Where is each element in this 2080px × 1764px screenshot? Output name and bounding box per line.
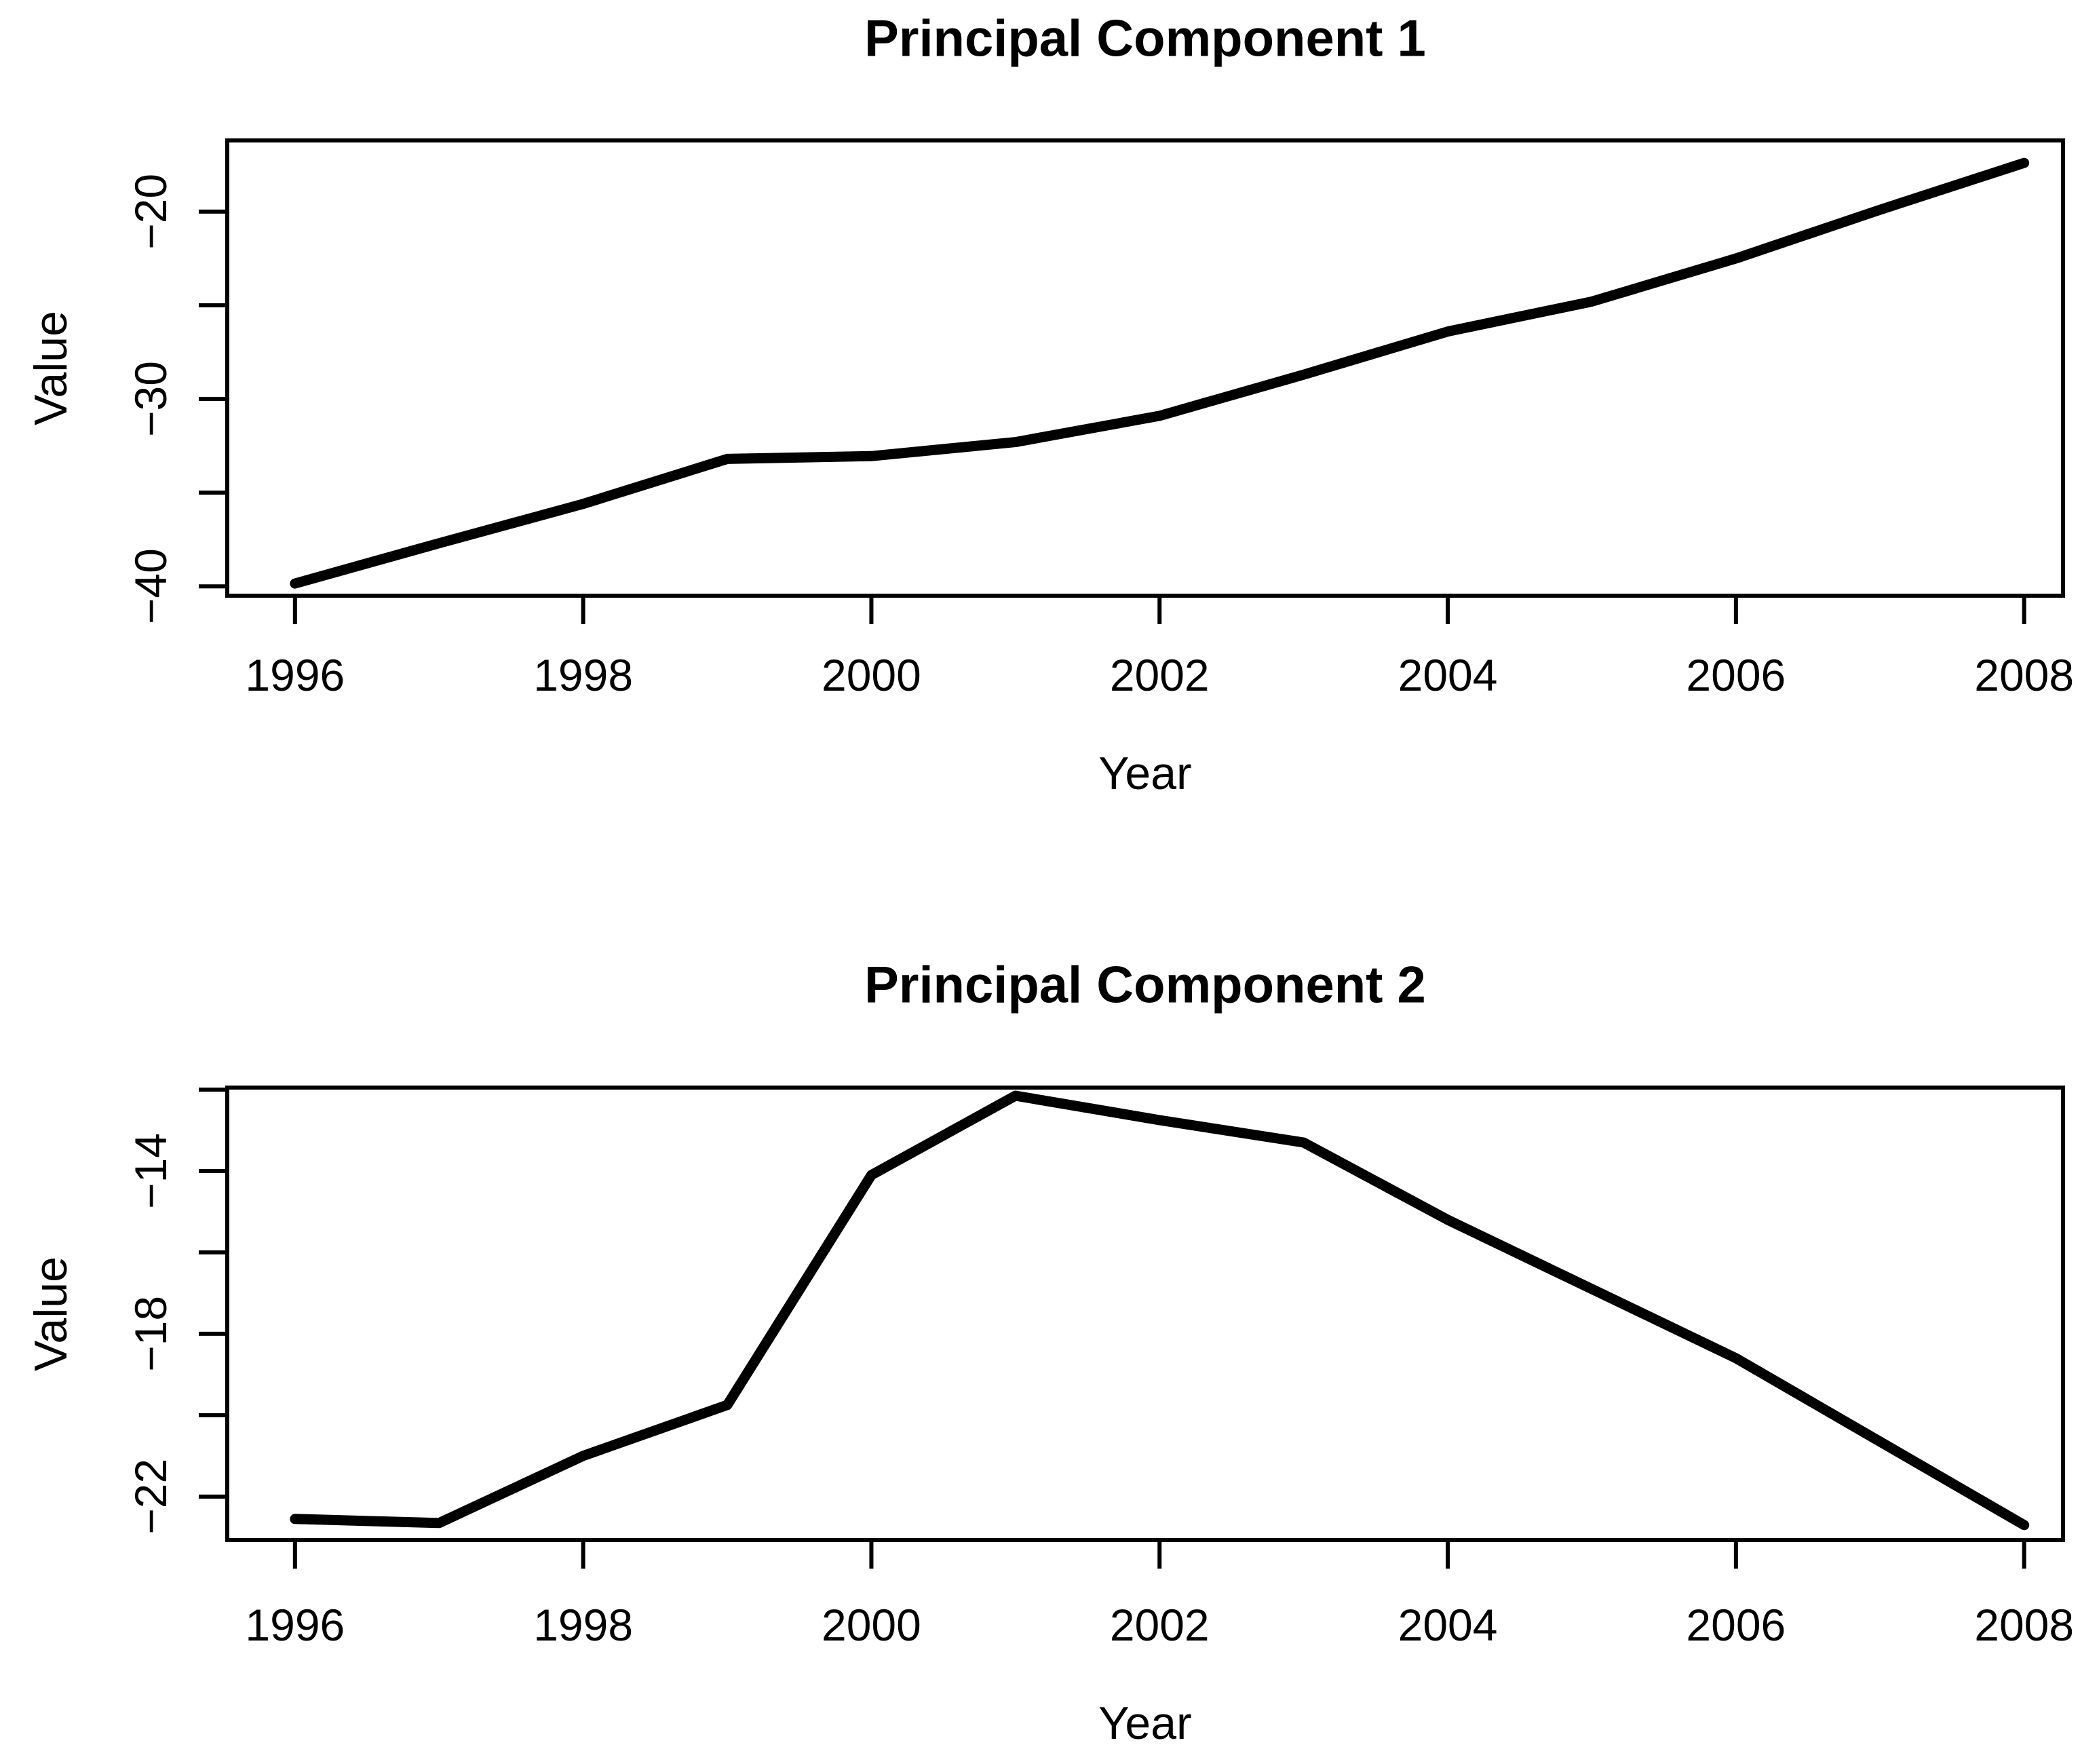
pc1-x-axis-title: Year [1098, 748, 1191, 799]
pc1-x-tick-label: 2000 [822, 650, 921, 700]
pc2-x-tick-label: 2006 [1686, 1600, 1786, 1650]
pc2-plot-frame [225, 1086, 2065, 1542]
pc1-data-line [290, 157, 2030, 589]
pc2-x-tick-label: 2004 [1398, 1600, 1498, 1650]
pc2-x-tick-label: 1996 [245, 1600, 345, 1650]
pc1-plot-frame [225, 138, 2065, 598]
pc1-x-tick-label: 1996 [245, 650, 345, 700]
pc1-x-tick-label: 1998 [533, 650, 633, 700]
pc1-x-tick-label: 2008 [1974, 650, 2074, 700]
pc1-y-tick-label: −30 [126, 361, 176, 437]
pc1-x-tick-label: 2006 [1686, 650, 1786, 700]
pc1-title: Principal Component 1 [864, 10, 1426, 68]
pc2-y-tick-label: −22 [126, 1459, 176, 1535]
pc2-x-tick-label: 2000 [822, 1600, 921, 1650]
pc2-y-tick-label: −14 [126, 1133, 176, 1209]
pc2-x-axis-title: Year [1098, 1698, 1191, 1749]
pc1-y-tick-label: −20 [126, 174, 176, 250]
pc2-y-tick-label: −18 [126, 1296, 176, 1372]
pc1-y-tick-label: −40 [126, 548, 176, 624]
pc2-x-tick-label: 2002 [1110, 1600, 1210, 1650]
pc1-y-axis-title: Value [25, 311, 77, 425]
pc1-x-tick-label: 2004 [1398, 650, 1498, 700]
pc2-data-line [290, 1090, 2030, 1531]
pc2-y-axis-title: Value [25, 1257, 77, 1371]
pc2-x-tick-label: 2008 [1974, 1600, 2074, 1650]
pc2-title: Principal Component 2 [864, 957, 1426, 1014]
pc2-x-tick-label: 1998 [533, 1600, 633, 1650]
pc1-x-tick-label: 2002 [1110, 650, 1210, 700]
